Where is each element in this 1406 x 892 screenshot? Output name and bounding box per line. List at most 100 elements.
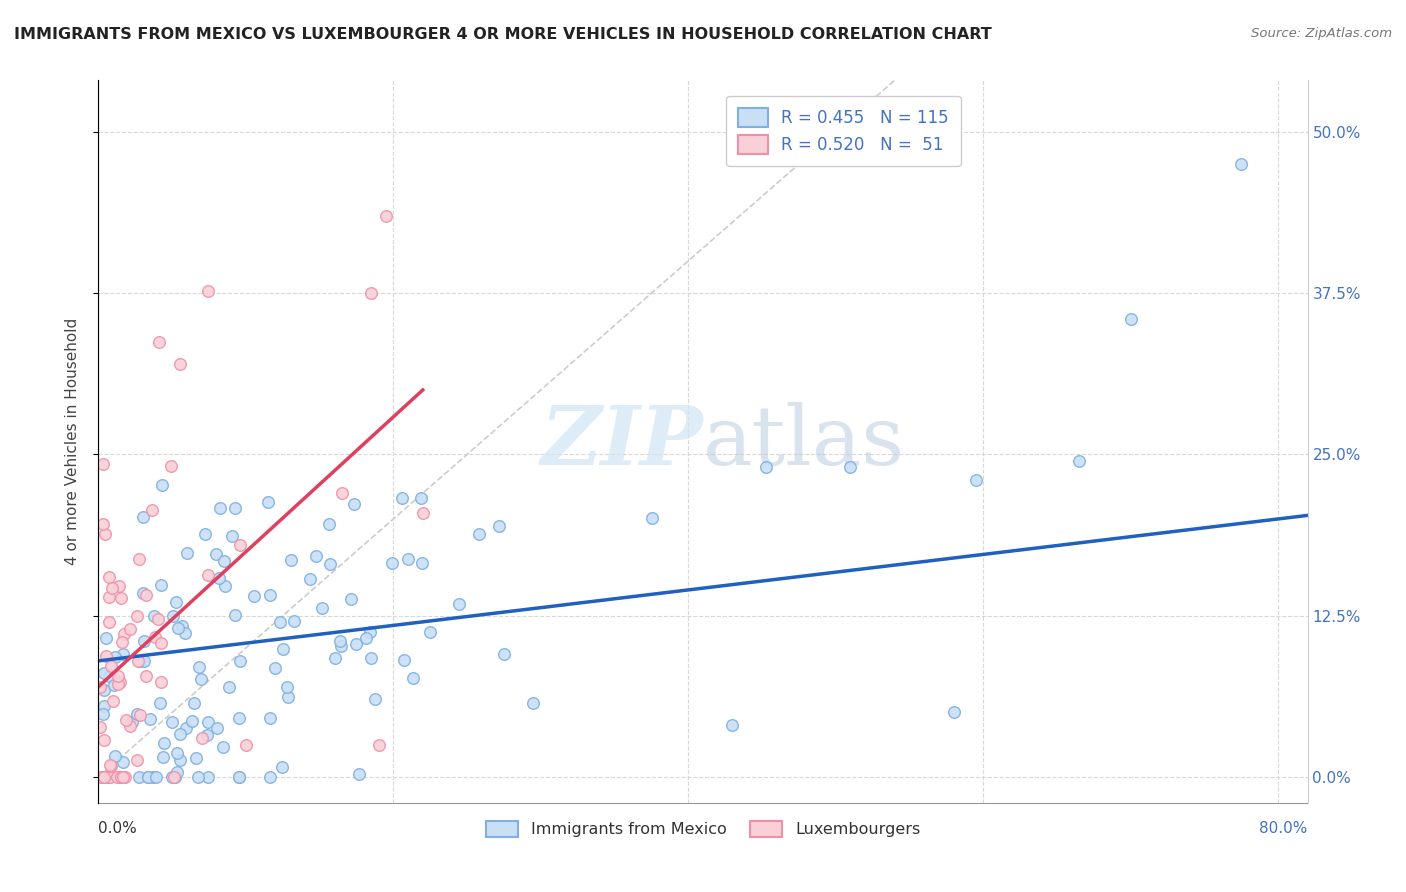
Point — [280, 553, 302, 567]
Point — [839, 460, 862, 475]
Point — [149, 636, 172, 650]
Point — [103, 677, 125, 691]
Point — [112, 770, 135, 784]
Point — [190, 731, 212, 746]
Point — [163, 770, 186, 784]
Point — [132, 586, 155, 600]
Point — [197, 714, 219, 729]
Point — [311, 601, 333, 615]
Point — [259, 589, 281, 603]
Point — [132, 654, 155, 668]
Point — [94, 649, 117, 664]
Point — [167, 621, 190, 635]
Point — [259, 711, 281, 725]
Point — [259, 770, 281, 784]
Point — [125, 706, 148, 721]
Point — [228, 770, 250, 784]
Point — [135, 588, 157, 602]
Point — [264, 660, 287, 674]
Point — [110, 675, 132, 690]
Point — [488, 518, 510, 533]
Point — [93, 665, 115, 680]
Point — [218, 680, 240, 694]
Point — [98, 758, 121, 772]
Point — [330, 486, 353, 500]
Point — [152, 750, 174, 764]
Point — [100, 659, 122, 673]
Text: 80.0%: 80.0% — [1260, 821, 1308, 836]
Point — [145, 770, 167, 784]
Point — [181, 714, 204, 729]
Point — [221, 528, 243, 542]
Point — [149, 697, 172, 711]
Point — [139, 712, 162, 726]
Point — [367, 738, 389, 752]
Point — [205, 547, 228, 561]
Point — [93, 516, 115, 531]
Point — [91, 457, 114, 471]
Point — [162, 608, 184, 623]
Point — [522, 696, 544, 710]
Legend: Immigrants from Mexico, Luxembourgers: Immigrants from Mexico, Luxembourgers — [478, 813, 928, 846]
Text: atlas: atlas — [703, 401, 905, 482]
Point — [229, 537, 252, 551]
Point — [277, 690, 299, 704]
Point — [169, 727, 191, 741]
Point — [127, 608, 149, 623]
Point — [271, 760, 294, 774]
Point — [228, 711, 250, 725]
Point — [340, 591, 363, 606]
Point — [228, 770, 250, 784]
Point — [111, 647, 134, 661]
Text: ZIP: ZIP — [540, 401, 703, 482]
Point — [120, 719, 142, 733]
Point — [235, 738, 257, 752]
Point — [143, 608, 166, 623]
Point — [135, 669, 157, 683]
Point — [411, 491, 433, 505]
Point — [128, 551, 150, 566]
Point — [207, 571, 229, 585]
Point — [176, 545, 198, 559]
Point — [97, 669, 120, 683]
Point — [392, 653, 415, 667]
Point — [319, 558, 342, 572]
Point — [208, 500, 231, 515]
Point — [755, 460, 778, 475]
Point — [97, 615, 120, 630]
Point — [149, 675, 172, 690]
Point — [101, 694, 124, 708]
Point — [402, 671, 425, 685]
Point — [330, 639, 353, 653]
Point — [160, 459, 183, 474]
Point — [396, 551, 419, 566]
Point — [360, 650, 382, 665]
Point — [143, 630, 166, 644]
Point — [98, 590, 121, 604]
Point — [347, 767, 370, 781]
Point — [104, 749, 127, 764]
Point — [187, 770, 209, 784]
Point — [105, 770, 128, 784]
Point — [118, 622, 141, 636]
Point — [323, 651, 346, 665]
Point — [91, 707, 114, 722]
Point — [94, 527, 117, 541]
Point — [195, 728, 218, 742]
Point — [468, 527, 491, 541]
Point — [97, 570, 120, 584]
Point — [214, 579, 236, 593]
Point — [93, 698, 115, 713]
Point — [166, 746, 188, 760]
Point — [224, 501, 246, 516]
Point — [190, 672, 212, 686]
Point — [197, 285, 219, 299]
Point — [186, 750, 208, 764]
Point — [318, 516, 340, 531]
Point — [162, 715, 184, 730]
Point — [276, 680, 298, 694]
Point — [98, 770, 121, 784]
Point — [375, 209, 398, 223]
Point — [114, 770, 136, 784]
Text: IMMIGRANTS FROM MEXICO VS LUXEMBOURGER 4 OR MORE VEHICLES IN HOUSEHOLD CORRELATI: IMMIGRANTS FROM MEXICO VS LUXEMBOURGER 4… — [14, 27, 991, 42]
